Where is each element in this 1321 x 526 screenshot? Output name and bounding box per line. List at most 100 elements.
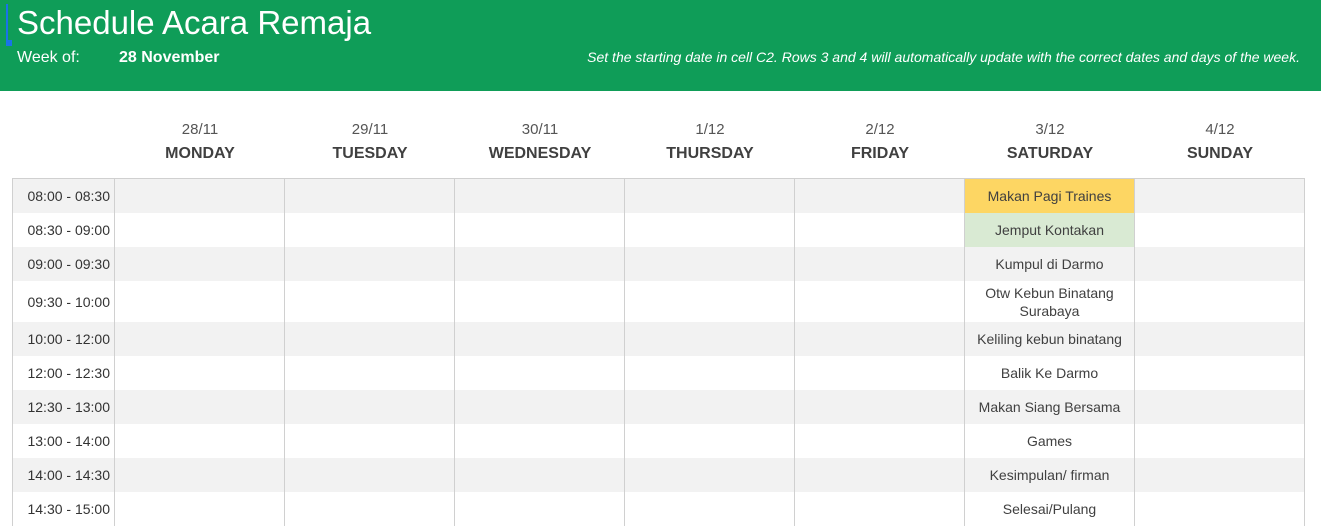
cell-fill-handle[interactable] xyxy=(6,40,12,46)
cell-monday[interactable] xyxy=(115,247,285,281)
cell-tuesday[interactable] xyxy=(285,322,455,356)
schedule-row: 08:00 - 08:30 Makan Pagi Traines xyxy=(13,179,1304,213)
cell-wednesday[interactable] xyxy=(455,213,625,247)
cell-sunday[interactable] xyxy=(1135,356,1305,390)
cell-sunday[interactable] xyxy=(1135,281,1305,322)
cell-friday[interactable] xyxy=(795,424,965,458)
cell-thursday[interactable] xyxy=(625,213,795,247)
cell-sunday[interactable] xyxy=(1135,492,1305,526)
cell-tuesday[interactable] xyxy=(285,213,455,247)
day-name: TUESDAY xyxy=(332,145,408,162)
cell-monday[interactable] xyxy=(115,492,285,526)
cell-thursday[interactable] xyxy=(625,356,795,390)
cell-sunday[interactable] xyxy=(1135,458,1305,492)
day-header-sunday[interactable]: 4/12 SUNDAY xyxy=(1135,120,1305,165)
cell-thursday[interactable] xyxy=(625,179,795,213)
cell-sunday[interactable] xyxy=(1135,247,1305,281)
cell-tuesday[interactable] xyxy=(285,179,455,213)
time-slot[interactable]: 09:00 - 09:30 xyxy=(13,247,115,281)
cell-sunday[interactable] xyxy=(1135,213,1305,247)
cell-monday[interactable] xyxy=(115,322,285,356)
day-header-wednesday[interactable]: 30/11 WEDNESDAY xyxy=(455,120,625,165)
cell-sunday[interactable] xyxy=(1135,179,1305,213)
time-slot[interactable]: 14:00 - 14:30 xyxy=(13,458,115,492)
cell-tuesday[interactable] xyxy=(285,458,455,492)
instructions-text[interactable]: Set the starting date in cell C2. Rows 3… xyxy=(587,49,1300,65)
cell-wednesday[interactable] xyxy=(455,247,625,281)
cell-saturday[interactable]: Selesai/Pulang xyxy=(965,492,1135,526)
cell-saturday[interactable]: Jemput Kontakan xyxy=(965,213,1135,247)
cell-tuesday[interactable] xyxy=(285,492,455,526)
cell-saturday[interactable]: Balik Ke Darmo xyxy=(965,356,1135,390)
time-slot[interactable]: 12:00 - 12:30 xyxy=(13,356,115,390)
cell-sunday[interactable] xyxy=(1135,322,1305,356)
cell-monday[interactable] xyxy=(115,424,285,458)
cell-friday[interactable] xyxy=(795,356,965,390)
cell-friday[interactable] xyxy=(795,322,965,356)
time-slot[interactable]: 09:30 - 10:00 xyxy=(13,281,115,322)
cell-saturday[interactable]: Keliling kebun binatang xyxy=(965,322,1135,356)
cell-monday[interactable] xyxy=(115,281,285,322)
cell-tuesday[interactable] xyxy=(285,356,455,390)
cell-monday[interactable] xyxy=(115,458,285,492)
cell-saturday[interactable]: Games xyxy=(965,424,1135,458)
day-header-monday[interactable]: 28/11 MONDAY xyxy=(115,120,285,165)
cell-friday[interactable] xyxy=(795,492,965,526)
cell-wednesday[interactable] xyxy=(455,356,625,390)
cell-thursday[interactable] xyxy=(625,247,795,281)
cell-wednesday[interactable] xyxy=(455,179,625,213)
cell-wednesday[interactable] xyxy=(455,322,625,356)
day-date: 28/11 xyxy=(181,121,219,138)
cell-wednesday[interactable] xyxy=(455,492,625,526)
cell-saturday[interactable]: Kesimpulan/ firman xyxy=(965,458,1135,492)
cell-wednesday[interactable] xyxy=(455,424,625,458)
day-name: MONDAY xyxy=(165,145,235,162)
time-slot[interactable]: 10:00 - 12:00 xyxy=(13,322,115,356)
cell-friday[interactable] xyxy=(795,179,965,213)
day-date: 2/12 xyxy=(865,121,895,138)
cell-friday[interactable] xyxy=(795,458,965,492)
cell-thursday[interactable] xyxy=(625,458,795,492)
cell-monday[interactable] xyxy=(115,390,285,424)
cell-saturday[interactable]: Makan Pagi Traines xyxy=(965,179,1135,213)
cell-thursday[interactable] xyxy=(625,390,795,424)
cell-wednesday[interactable] xyxy=(455,390,625,424)
cell-monday[interactable] xyxy=(115,356,285,390)
day-header-friday[interactable]: 2/12 FRIDAY xyxy=(795,120,965,165)
schedule-row: 14:00 - 14:30 Kesimpulan/ firman xyxy=(13,458,1304,492)
cell-wednesday[interactable] xyxy=(455,458,625,492)
cell-saturday[interactable]: Makan Siang Bersama xyxy=(965,390,1135,424)
cell-monday[interactable] xyxy=(115,213,285,247)
cell-friday[interactable] xyxy=(795,247,965,281)
cell-thursday[interactable] xyxy=(625,281,795,322)
week-start-date[interactable]: 28 November xyxy=(119,49,220,66)
cell-sunday[interactable] xyxy=(1135,390,1305,424)
cell-thursday[interactable] xyxy=(625,322,795,356)
cell-sunday[interactable] xyxy=(1135,424,1305,458)
day-header-thursday[interactable]: 1/12 THURSDAY xyxy=(625,120,795,165)
cell-wednesday[interactable] xyxy=(455,281,625,322)
cell-thursday[interactable] xyxy=(625,424,795,458)
cell-thursday[interactable] xyxy=(625,492,795,526)
cell-tuesday[interactable] xyxy=(285,424,455,458)
time-slot[interactable]: 08:00 - 08:30 xyxy=(13,179,115,213)
time-slot[interactable]: 08:30 - 09:00 xyxy=(13,213,115,247)
cell-saturday[interactable]: Kumpul di Darmo xyxy=(965,247,1135,281)
header-banner: Schedule Acara Remaja Week of: 28 Novemb… xyxy=(0,0,1321,91)
time-slot[interactable]: 12:30 - 13:00 xyxy=(13,390,115,424)
page-title[interactable]: Schedule Acara Remaja xyxy=(17,4,372,41)
cell-tuesday[interactable] xyxy=(285,281,455,322)
day-header-tuesday[interactable]: 29/11 TUESDAY xyxy=(285,120,455,165)
time-slot[interactable]: 13:00 - 14:00 xyxy=(13,424,115,458)
cell-monday[interactable] xyxy=(115,179,285,213)
cell-tuesday[interactable] xyxy=(285,390,455,424)
cell-friday[interactable] xyxy=(795,390,965,424)
week-label[interactable]: Week of: xyxy=(17,49,80,66)
cell-friday[interactable] xyxy=(795,281,965,322)
cell-friday[interactable] xyxy=(795,213,965,247)
cell-tuesday[interactable] xyxy=(285,247,455,281)
day-header-saturday[interactable]: 3/12 SATURDAY xyxy=(965,120,1135,165)
cell-saturday[interactable]: Otw Kebun Binatang Surabaya xyxy=(965,281,1135,322)
time-slot[interactable]: 14:30 - 15:00 xyxy=(13,492,115,526)
day-headers: 28/11 MONDAY 29/11 TUESDAY 30/11 WEDNESD… xyxy=(0,120,1321,170)
